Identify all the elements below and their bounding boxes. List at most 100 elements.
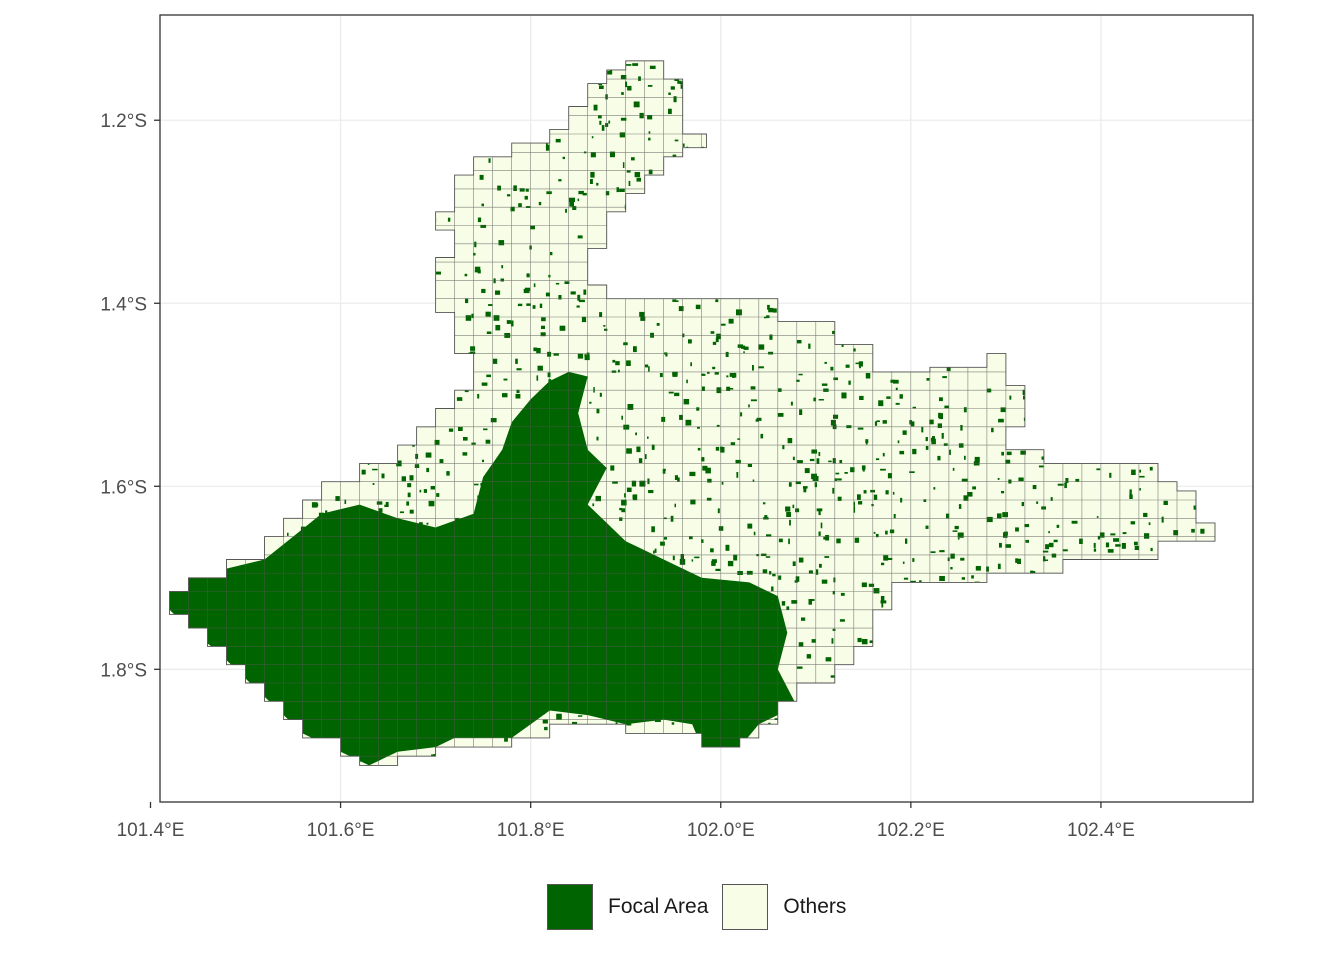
- focal-patch: [486, 717, 493, 724]
- focal-patch: [698, 652, 703, 656]
- focal-patch: [372, 468, 378, 471]
- focal-patch: [573, 415, 576, 419]
- focal-patch: [709, 671, 715, 676]
- focal-patch: [963, 495, 969, 501]
- focal-patch: [495, 605, 501, 607]
- focal-patch: [382, 613, 388, 616]
- focal-patch: [384, 743, 389, 747]
- focal-patch: [1005, 544, 1011, 548]
- focal-patch: [975, 566, 981, 571]
- focal-patch: [834, 478, 837, 481]
- focal-patch: [875, 533, 879, 538]
- focal-patch: [596, 436, 599, 441]
- focal-patch: [399, 511, 404, 514]
- focal-patch: [797, 460, 803, 464]
- focal-patch: [857, 427, 864, 430]
- focal-patch: [361, 469, 366, 475]
- focal-patch: [1001, 491, 1005, 494]
- focal-patch: [171, 591, 176, 595]
- focal-patch: [568, 450, 572, 454]
- focal-patch: [725, 544, 730, 551]
- focal-patch: [795, 576, 800, 582]
- focal-patch: [639, 619, 644, 622]
- focal-patch: [486, 561, 489, 568]
- focal-patch: [623, 424, 630, 430]
- focal-patch: [549, 390, 554, 396]
- focal-patch: [974, 456, 980, 463]
- focal-patch: [318, 611, 324, 617]
- focal-patch: [357, 539, 364, 544]
- focal-patch: [577, 498, 581, 501]
- focal-patch: [413, 552, 419, 556]
- focal-patch: [746, 729, 750, 734]
- focal-patch: [371, 581, 375, 584]
- focal-patch: [735, 637, 740, 641]
- focal-patch: [697, 630, 703, 636]
- focal-patch: [539, 711, 546, 715]
- focal-patch: [1025, 539, 1029, 543]
- focal-patch: [717, 508, 720, 514]
- focal-patch: [463, 437, 468, 441]
- focal-patch: [474, 269, 479, 273]
- focal-patch: [1018, 477, 1024, 482]
- focal-patch: [887, 473, 892, 479]
- focal-patch: [778, 538, 783, 543]
- focal-patch: [1023, 395, 1025, 400]
- focal-patch: [662, 604, 669, 607]
- focal-patch: [798, 642, 804, 647]
- focal-patch: [832, 628, 836, 631]
- focal-patch: [1130, 521, 1136, 525]
- focal-patch: [766, 534, 772, 537]
- focal-patch: [670, 86, 675, 90]
- focal-patch: [457, 536, 461, 539]
- focal-patch: [833, 377, 838, 381]
- focal-patch: [490, 715, 496, 722]
- focal-patch: [991, 427, 994, 433]
- focal-patch: [477, 217, 482, 223]
- focal-patch: [813, 397, 816, 402]
- focal-patch: [930, 551, 936, 553]
- focal-patch: [610, 465, 615, 471]
- focal-patch: [470, 346, 476, 351]
- focal-patch: [939, 397, 943, 402]
- focal-patch: [674, 139, 679, 142]
- focal-patch: [957, 538, 960, 540]
- region-outline: [169, 60, 1216, 766]
- focal-patch: [1129, 494, 1133, 499]
- focal-patch: [890, 379, 895, 383]
- focal-patch: [348, 678, 354, 681]
- focal-patch: [1075, 478, 1080, 482]
- focal-patch: [615, 722, 618, 726]
- focal-patch: [684, 671, 689, 674]
- focal-patch: [632, 703, 636, 708]
- focal-patch: [556, 689, 560, 692]
- focal-patch: [549, 607, 552, 610]
- focal-patch: [661, 416, 666, 422]
- focal-patch: [960, 557, 965, 561]
- focal-patch: [818, 399, 824, 401]
- focal-patch: [469, 583, 476, 589]
- focal-patch: [341, 664, 344, 667]
- focal-patch: [530, 225, 535, 230]
- focal-patch: [493, 278, 496, 284]
- focal-patch: [1113, 538, 1119, 542]
- legend-label-focal-area: Focal Area: [608, 895, 709, 918]
- focal-patch: [579, 644, 582, 650]
- focal-patch: [656, 323, 660, 326]
- focal-patch: [566, 425, 570, 429]
- focal-patch: [273, 578, 280, 580]
- focal-patch: [450, 733, 453, 738]
- focal-patch: [796, 379, 800, 382]
- focal-patch: [400, 691, 404, 694]
- focal-patch: [886, 396, 891, 399]
- focal-patch: [858, 501, 863, 505]
- focal-patch: [419, 716, 425, 721]
- focal-patch: [547, 372, 551, 378]
- focal-patch: [845, 364, 850, 368]
- focal-patch: [690, 362, 692, 367]
- focal-patch: [500, 278, 504, 282]
- focal-patch: [555, 138, 561, 143]
- focal-patch: [556, 713, 562, 720]
- focal-patch: [764, 515, 768, 519]
- focal-patch: [658, 630, 664, 634]
